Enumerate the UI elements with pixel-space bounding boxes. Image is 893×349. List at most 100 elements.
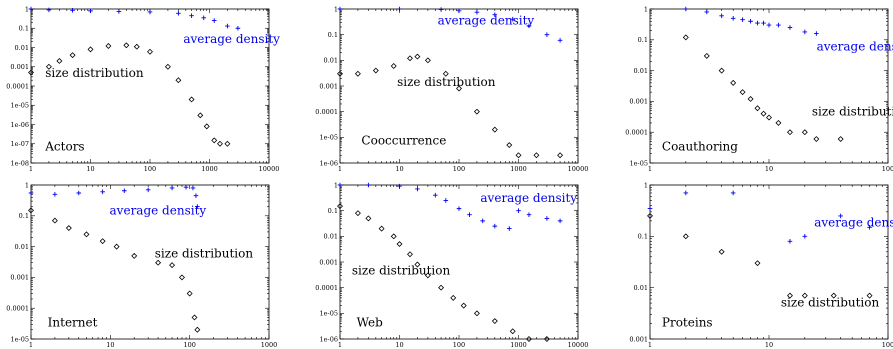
- y-tick-label: 0.01: [15, 243, 29, 251]
- y-tick-label: 1: [25, 181, 29, 189]
- size-point: [414, 261, 421, 268]
- x-tick-label: 1: [338, 165, 342, 173]
- density-point: [704, 9, 710, 15]
- density-point: [190, 185, 196, 191]
- x-tick-label: 1: [648, 341, 652, 349]
- density-point: [467, 212, 472, 217]
- density-point: [787, 25, 793, 30]
- size-point: [533, 152, 540, 159]
- panel-label: Web: [357, 316, 383, 330]
- density-label: average density: [183, 32, 280, 46]
- size-point: [188, 96, 195, 103]
- y-tick-label: 0.01: [324, 57, 338, 65]
- density-point: [506, 226, 512, 231]
- size-point: [543, 336, 550, 342]
- actors-size-series: [28, 42, 231, 147]
- x-tick-label: 10: [765, 165, 773, 173]
- x-tick-label: 100: [144, 165, 156, 173]
- size-point: [51, 217, 58, 224]
- density-point: [838, 213, 843, 219]
- size-label: size distribution: [45, 66, 144, 80]
- size-point: [786, 129, 793, 136]
- y-tick-label: 1e-05: [11, 102, 29, 110]
- actors-panel: 1 10 100 1000 10000 1 0.1 0.01 0.001 0.0001 1e-05 1…: [6, 5, 280, 173]
- x-tick-label: 10: [395, 165, 403, 173]
- size-point: [442, 70, 449, 77]
- x-tick-label: 1000: [510, 165, 527, 173]
- size-point: [155, 259, 162, 266]
- size-point: [133, 43, 140, 50]
- density-point: [189, 13, 194, 18]
- size-point: [766, 114, 772, 121]
- size-point: [473, 310, 480, 317]
- size-point: [730, 79, 737, 86]
- density-point: [176, 10, 181, 16]
- size-point: [491, 318, 498, 325]
- x-tick-label: 1000: [201, 165, 218, 173]
- size-point: [830, 292, 837, 299]
- density-point: [397, 6, 402, 12]
- size-point: [175, 77, 182, 84]
- y-tick-label: 1e-05: [630, 159, 648, 167]
- x-tick-label: 10: [395, 341, 403, 349]
- density-point: [122, 188, 127, 194]
- size-point: [28, 69, 34, 76]
- size-point: [123, 42, 130, 49]
- size-point: [164, 63, 171, 70]
- density-label: average density: [480, 191, 577, 205]
- size-point: [760, 110, 767, 117]
- x-tick-label: 1: [648, 165, 652, 173]
- density-point: [683, 6, 689, 12]
- density-point: [683, 190, 689, 196]
- cooccurrence-panel: 1 10 100 1000 10000 1 0.1 0.01 0.001 0.0001 1e-05 1…: [315, 5, 588, 173]
- size-point: [337, 203, 343, 210]
- density-point: [766, 22, 772, 28]
- size-point: [424, 57, 431, 64]
- size-point: [506, 142, 513, 149]
- density-point: [761, 20, 766, 26]
- size-point: [557, 152, 564, 159]
- size-point: [372, 67, 379, 74]
- proteins-panel: 1 10 100 1 0.1 0.01 0.001 Proteins average densi…: [629, 181, 893, 349]
- y-tick-label: 1: [644, 5, 648, 13]
- x-tick-label: 1000: [261, 341, 278, 349]
- density-point: [456, 8, 462, 14]
- size-point: [718, 67, 725, 74]
- web-panel: 1 10 100 1000 10000 1 0.1 0.01 0.001 0.0001 1e-05 1…: [315, 181, 588, 349]
- density-point: [557, 218, 563, 224]
- x-tick-label: 1: [338, 341, 342, 349]
- x-tick-label: 1: [29, 165, 33, 173]
- size-point: [186, 290, 193, 297]
- density-label: average density: [814, 216, 893, 230]
- y-tick-label: 0.1: [19, 25, 29, 33]
- size-point: [456, 85, 462, 92]
- coauthoring-size-series: [682, 34, 844, 142]
- size-point: [407, 55, 413, 62]
- y-tick-label: 0.001: [10, 63, 29, 71]
- y-tick-label: 0.001: [629, 98, 648, 106]
- y-tick-label: 0.01: [634, 284, 648, 292]
- y-tick-label: 0.001: [319, 82, 338, 90]
- density-point: [366, 182, 371, 188]
- coauthoring-panel: 1 10 100 1 0.1 0.01 0.001 0.0001 1e-05 Coauthorin…: [625, 5, 893, 173]
- size-point: [509, 328, 516, 335]
- y-tick-label: 1e-06: [320, 335, 338, 343]
- internet-density-series: [28, 184, 200, 209]
- density-point: [730, 190, 736, 196]
- size-point: [424, 272, 431, 279]
- density-point: [748, 18, 753, 24]
- web-density-series: [337, 182, 563, 231]
- density-point: [438, 7, 444, 12]
- size-point: [718, 248, 725, 255]
- x-tick-label: 100: [882, 165, 893, 173]
- y-tick-label: 0.0001: [315, 108, 338, 116]
- size-point: [739, 89, 746, 96]
- size-point: [647, 212, 653, 219]
- y-tick-label: 1e-07: [11, 140, 29, 148]
- size-point: [682, 34, 689, 41]
- density-point: [195, 204, 200, 209]
- density-point: [183, 184, 189, 190]
- size-point: [28, 207, 34, 214]
- density-point: [225, 23, 230, 29]
